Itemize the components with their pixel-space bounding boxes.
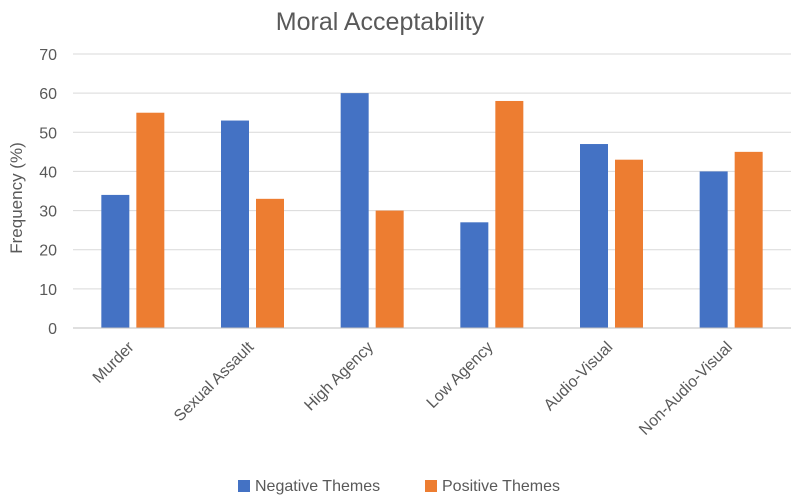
x-category-label: Audio-Visual: [541, 339, 616, 414]
y-tick-label: 20: [39, 243, 57, 260]
bar-negative-high-agency: [340, 93, 369, 329]
x-category-label: Low Agency: [424, 339, 497, 412]
x-category-label: Sexual Assault: [171, 338, 258, 425]
bar-positive-audio-visual: [615, 159, 643, 328]
bar-positive-sexual-assault: [256, 198, 284, 328]
legend: Negative Themes Positive Themes: [238, 478, 560, 495]
bar-negative-murder: [101, 194, 130, 328]
y-axis-label: Frequency (%): [7, 142, 26, 253]
legend-swatch: [425, 480, 437, 492]
legend-label: Positive Themes: [442, 478, 560, 495]
x-axis-categories: Murder Sexual Assault High Agency Low Agenc…: [90, 338, 736, 438]
y-tick-label: 40: [39, 164, 57, 181]
bar-negative-low-agency: [460, 222, 489, 328]
legend-label: Negative Themes: [255, 478, 380, 495]
bar-positive-low-agency: [495, 100, 524, 328]
y-tick-label: 30: [39, 204, 57, 221]
bar-positive-non-audio-visual: [734, 151, 763, 328]
chart-title: Moral Acceptability: [276, 8, 485, 36]
bars: [101, 93, 763, 329]
bar-positive-murder: [136, 112, 165, 328]
x-category-label: High Agency: [301, 339, 377, 415]
y-tick-label: 60: [39, 86, 57, 103]
bar-negative-audio-visual: [580, 144, 608, 328]
y-tick-label: 0: [48, 321, 57, 338]
x-category-label: Murder: [90, 338, 138, 386]
legend-swatch: [238, 480, 250, 492]
x-category-label: Non-Audio-Visual: [636, 339, 736, 439]
y-tick-label: 10: [39, 282, 57, 299]
gridlines: [73, 53, 791, 290]
y-axis-ticks: 0 10 20 30 40 50 60 70: [39, 47, 57, 338]
y-tick-label: 50: [39, 125, 57, 142]
bar-negative-sexual-assault: [221, 120, 249, 329]
bar-positive-high-agency: [375, 210, 404, 328]
y-tick-label: 70: [39, 47, 57, 64]
bar-negative-non-audio-visual: [699, 171, 728, 328]
